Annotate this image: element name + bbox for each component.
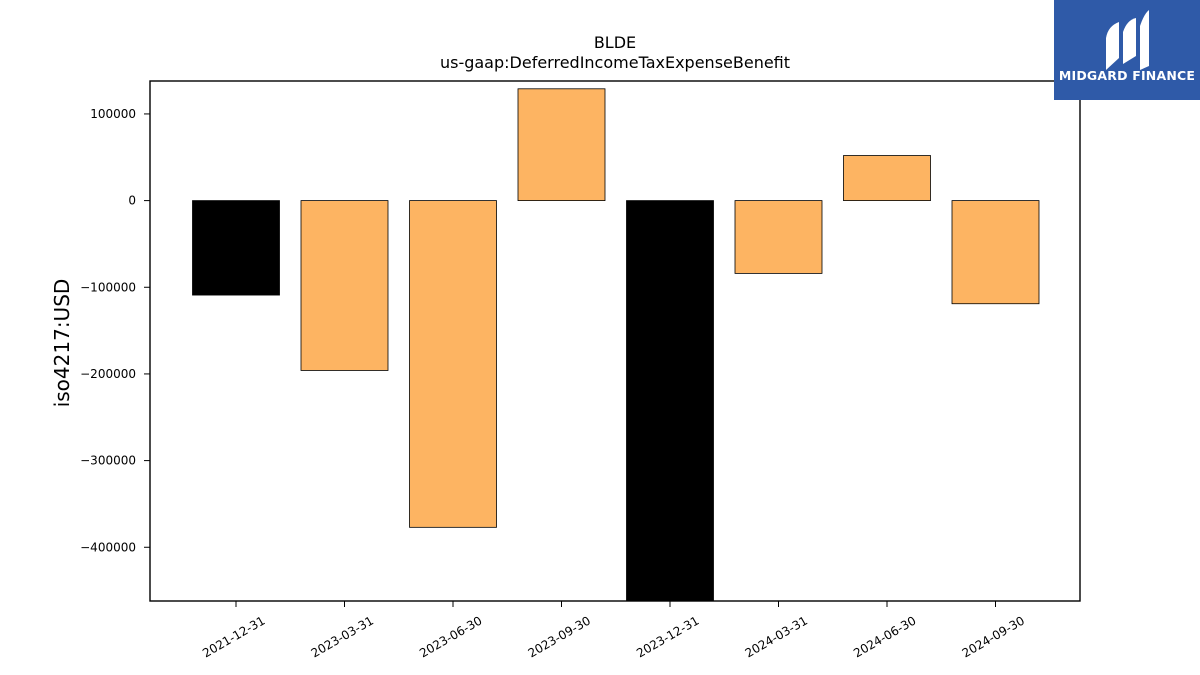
x-tick-label: 2024-09-30 [960, 613, 1027, 660]
bar-2024-09-30 [951, 200, 1040, 305]
x-tick-label: 2023-09-30 [526, 613, 593, 660]
x-axis: 2021-12-31 2023-03-31 2023-06-30 2023-09-30… [200, 601, 1027, 660]
y-tick-label: −100000 [80, 280, 136, 294]
x-tick-label: 2024-06-30 [851, 613, 918, 660]
y-tick-label: 100000 [90, 107, 136, 121]
bar-2023-06-30 [409, 200, 497, 528]
bar-2021-12-31 [192, 200, 280, 296]
y-axis: 100000 0 −100000 −200000 −300000 −400000 [80, 107, 150, 554]
bar-2023-12-31 [626, 200, 714, 602]
x-tick-label: 2023-06-30 [417, 613, 484, 660]
y-tick-label: −200000 [80, 367, 136, 381]
y-tick-label: −400000 [80, 540, 136, 554]
x-tick-label: 2021-12-31 [200, 613, 267, 660]
bar-2024-06-30 [843, 155, 931, 202]
y-tick-label: −300000 [80, 454, 136, 468]
x-tick-label: 2023-03-31 [309, 613, 376, 660]
logo-text: MIDGARD FINANCE [1058, 68, 1196, 83]
chart-subtitle: us-gaap:DeferredIncomeTaxExpenseBenefit [440, 53, 790, 72]
bars-group [192, 88, 1040, 602]
bar-2023-09-30 [517, 88, 606, 202]
x-tick-label: 2024-03-31 [743, 613, 810, 660]
x-tick-label: 2023-12-31 [634, 613, 701, 660]
bar-2024-03-31 [734, 200, 823, 274]
midgard-finance-logo: MIDGARD FINANCE [1054, 0, 1200, 100]
y-tick-label: 0 [128, 194, 136, 208]
plot-frame [149, 80, 1081, 602]
chart-title: BLDE [594, 33, 636, 52]
bar-2023-03-31 [300, 200, 389, 371]
y-axis-label: iso4217:USD [50, 279, 74, 408]
midgard-m-icon [1106, 10, 1149, 70]
